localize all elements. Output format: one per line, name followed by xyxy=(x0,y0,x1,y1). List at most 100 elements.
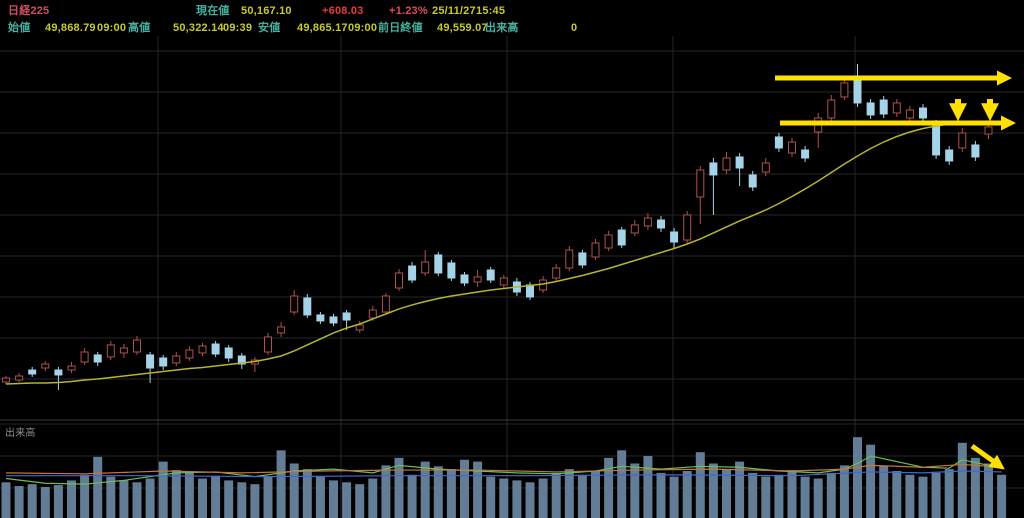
candle-body-up xyxy=(15,375,24,381)
volume-bar xyxy=(748,472,758,518)
volume-bar xyxy=(473,461,483,518)
volume-pane-label: 出来高 xyxy=(5,428,36,439)
candle-body-down xyxy=(801,149,810,159)
quote-time: 15:45 xyxy=(476,5,506,17)
volume-bar xyxy=(525,482,535,518)
volume-bar xyxy=(132,482,142,518)
volume-bar xyxy=(394,457,404,518)
high-label: 高値 xyxy=(128,22,151,34)
candle-body-down xyxy=(93,354,102,363)
volume-bar xyxy=(158,461,168,518)
volume-bar xyxy=(67,480,76,518)
candle-body-up xyxy=(198,345,207,354)
candle-body-down xyxy=(237,355,246,365)
candlesticks xyxy=(2,64,993,390)
candle-body-up xyxy=(172,355,181,364)
volume-bar xyxy=(302,469,312,518)
volume-bar xyxy=(93,456,103,518)
candle-body-down xyxy=(316,314,325,322)
volume-bar xyxy=(879,465,889,518)
volume-bar xyxy=(289,463,299,518)
candle-body-up xyxy=(696,169,705,198)
candle-body-down xyxy=(408,265,417,281)
volume-bar xyxy=(853,437,862,518)
volume-bar xyxy=(761,476,771,518)
price-change: +608.03 xyxy=(322,5,364,17)
grid-lines xyxy=(0,36,1024,518)
candle-body-up xyxy=(827,99,836,119)
price-ma xyxy=(5,121,989,385)
volume-bar xyxy=(944,469,954,518)
open-label: 始値 xyxy=(8,22,31,34)
volume-bar xyxy=(577,474,587,518)
volume-bar xyxy=(315,476,325,518)
candle-body-down xyxy=(578,252,587,266)
volume-bar xyxy=(617,450,627,518)
volume-bar xyxy=(997,474,1007,518)
candle-body-down xyxy=(774,136,783,149)
volume-bar xyxy=(446,469,456,518)
candle-body-up xyxy=(552,267,561,279)
volume-bar xyxy=(826,472,836,518)
candle-body-down xyxy=(748,174,757,188)
volume-bar xyxy=(106,476,116,518)
volume-bar xyxy=(564,469,574,518)
candle-body-up xyxy=(290,295,299,313)
volume-bar xyxy=(171,470,181,518)
candle-body-up xyxy=(499,277,508,286)
candle-body-down xyxy=(159,357,168,367)
candle-body-up xyxy=(368,309,377,319)
volume-bar xyxy=(250,484,260,518)
volume-bar xyxy=(198,478,207,518)
candle-body-down xyxy=(460,274,469,284)
volume-bar xyxy=(695,452,705,518)
candle-body-down xyxy=(447,262,456,279)
candle-body-up xyxy=(984,126,993,135)
low-time: 09:00 xyxy=(348,22,378,34)
candle-body-up xyxy=(355,324,364,331)
low-value: 49,865.17 xyxy=(297,22,348,34)
volume-bar xyxy=(722,469,731,518)
candle-body-up xyxy=(722,157,731,171)
candle-body-up xyxy=(905,109,914,119)
candle-body-up xyxy=(80,351,89,363)
volume-bar xyxy=(355,484,365,518)
candle-body-up xyxy=(840,82,849,98)
volume-label: 出来高 xyxy=(485,22,519,34)
candle-body-down xyxy=(853,80,862,104)
volume-bar xyxy=(263,476,273,518)
annotations xyxy=(775,70,1016,470)
price-change-pct: +1.23% xyxy=(389,5,428,17)
volume-bar xyxy=(53,485,63,518)
volume-bar xyxy=(237,482,247,518)
current-price-label: 現在値 xyxy=(196,5,230,17)
candle-body-up xyxy=(421,261,430,274)
high-time: 09:39 xyxy=(223,22,253,34)
high-value: 50,322.14 xyxy=(173,22,224,34)
volume-decline-arrow xyxy=(970,443,1005,470)
volume-bar xyxy=(905,474,915,518)
current-price: 50,167.10 xyxy=(241,5,292,17)
volume-bar xyxy=(119,480,129,518)
volume-bar xyxy=(381,465,391,518)
candle-body-up xyxy=(67,365,76,371)
candle-body-down xyxy=(735,156,744,169)
volume-bar xyxy=(630,463,640,518)
candle-body-up xyxy=(106,344,115,358)
candle-body-down xyxy=(342,312,351,321)
instrument-name: 日経225 xyxy=(8,5,50,17)
candle-body-down xyxy=(657,219,665,229)
candle-body-down xyxy=(945,149,954,162)
candle-body-down xyxy=(932,124,941,156)
volume-bar xyxy=(211,475,221,518)
candle-body-up xyxy=(591,242,600,258)
open-value: 49,868.79 xyxy=(45,22,96,34)
candle-body-up xyxy=(264,336,272,353)
volume-bar xyxy=(682,471,692,518)
volume-bar xyxy=(276,450,286,518)
volume-bar xyxy=(787,470,797,518)
volume-bar xyxy=(813,478,823,518)
volume-bar xyxy=(866,444,876,518)
volume-bar xyxy=(591,471,600,518)
